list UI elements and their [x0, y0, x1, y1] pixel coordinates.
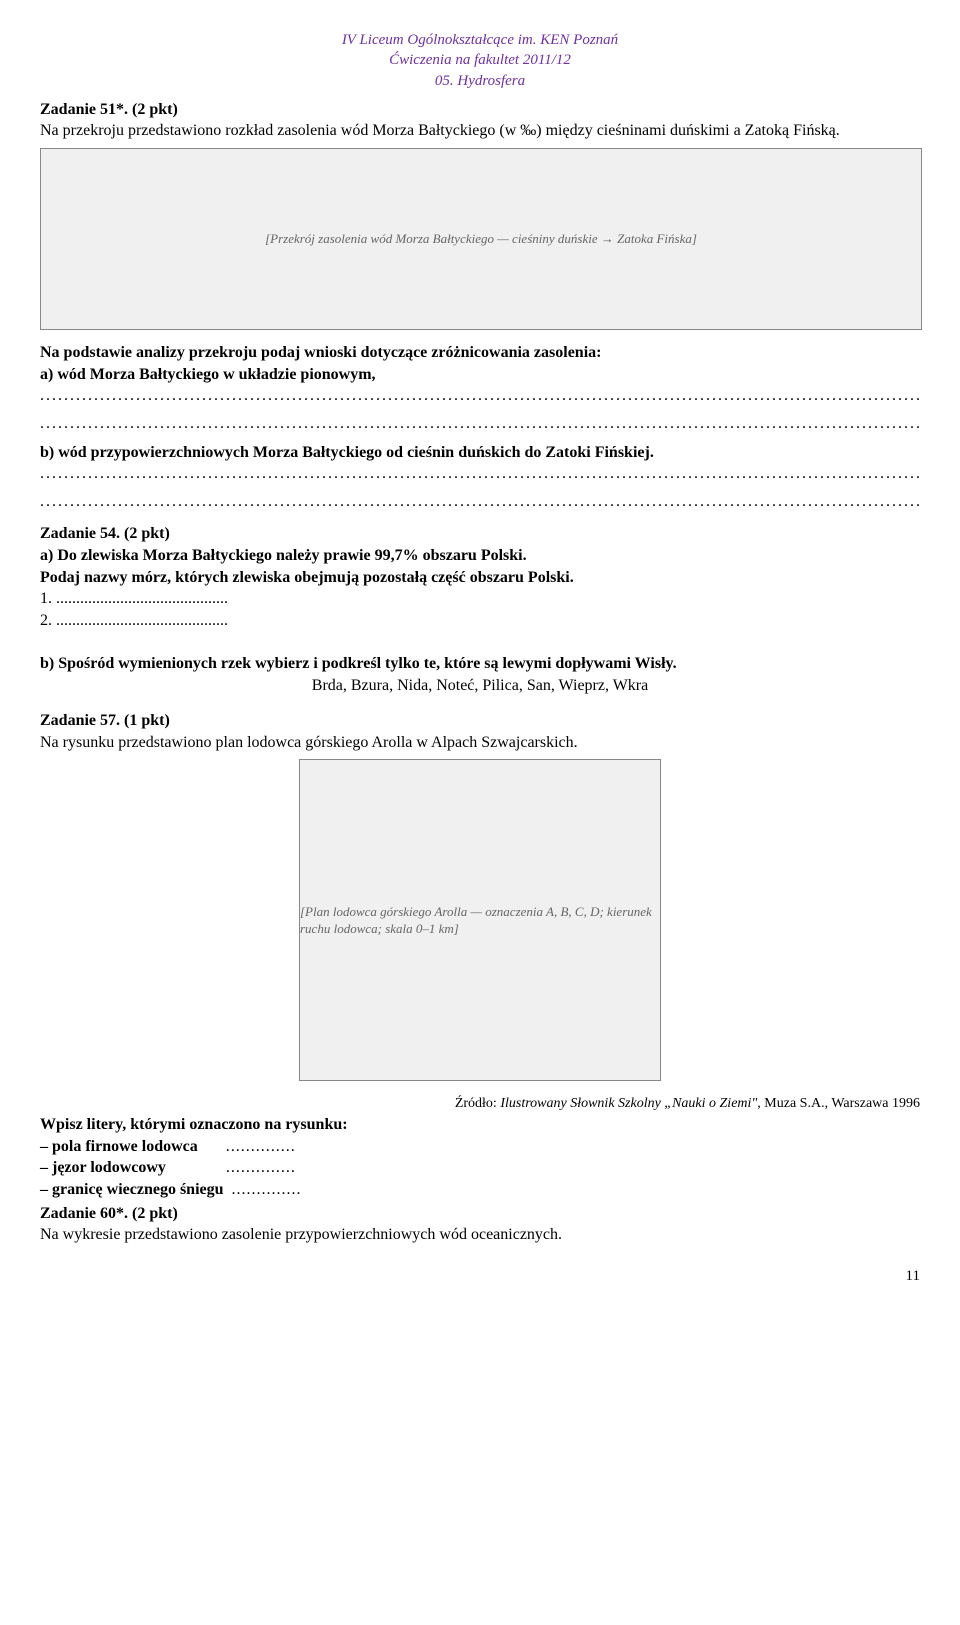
figure-baltic-crosssection: [Przekrój zasolenia wód Morza Bałtyckieg… [40, 148, 922, 330]
task-54-title: Zadanie 54. (2 pkt) [40, 525, 170, 542]
task-57-item-1: – pola firnowe lodowca .............. [40, 1136, 920, 1158]
answer-line[interactable] [40, 463, 920, 491]
answer-line[interactable] [40, 491, 920, 519]
task-51-intro: Na przekroju przedstawiono rozkład zasol… [40, 122, 840, 139]
figure-baltic-alt: [Przekrój zasolenia wód Morza Bałtyckieg… [265, 230, 697, 248]
header-line-3: 05. Hydrosfera [40, 71, 920, 91]
task-51-b: b) wód przypowierzchniowych Morza Bałtyc… [40, 442, 920, 464]
answer-blank[interactable]: .............. [232, 1181, 302, 1198]
task-57-item-2: – jęzor lodowcowy .............. [40, 1157, 920, 1179]
task-54-answer-2[interactable]: 2. .....................................… [40, 612, 228, 629]
header-line-1: IV Liceum Ogólnokształcące im. KEN Pozna… [40, 30, 920, 50]
answer-blank[interactable]: .............. [226, 1138, 296, 1155]
task-54-a2: Podaj nazwy mórz, których zlewiska obejm… [40, 569, 574, 586]
task-54: Zadanie 54. (2 pkt) a) Do zlewiska Morza… [40, 523, 920, 696]
task-60: Zadanie 60*. (2 pkt) Na wykresie przedst… [40, 1203, 920, 1246]
task-54-a: a) Do zlewiska Morza Bałtyckiego należy … [40, 547, 527, 564]
task-51: Zadanie 51*. (2 pkt) Na przekroju przeds… [40, 99, 920, 520]
header-line-2: Ćwiczenia na fakultet 2011/12 [40, 50, 920, 70]
task-57-source: Ilustrowany Słownik Szkolny „Nauki o Zie… [500, 1096, 757, 1111]
task-57: Zadanie 57. (1 pkt) Na rysunku przedstaw… [40, 710, 920, 1200]
task-51-title: Zadanie 51*. (2 pkt) [40, 101, 178, 118]
answer-line[interactable] [40, 413, 920, 441]
task-57-prompt: Wpisz litery, którymi oznaczono na rysun… [40, 1114, 920, 1136]
task-51-a: a) wód Morza Bałtyckiego w układzie pion… [40, 364, 920, 386]
task-57-source-tail: , Muza S.A., Warszawa 1996 [757, 1096, 920, 1111]
task-54-answer-1[interactable]: 1. .....................................… [40, 590, 228, 607]
figure-glacier-alt: [Plan lodowca górskiego Arolla — oznacze… [300, 903, 660, 938]
page-number: 11 [40, 1266, 920, 1286]
answer-blank[interactable]: .............. [226, 1159, 296, 1176]
task-60-title: Zadanie 60*. (2 pkt) [40, 1205, 178, 1222]
page-header: IV Liceum Ogólnokształcące im. KEN Pozna… [40, 30, 920, 91]
task-60-intro: Na wykresie przedstawiono zasolenie przy… [40, 1226, 562, 1243]
task-57-item-3: – granicę wiecznego śniegu .............… [40, 1179, 920, 1201]
task-54-b: b) Spośród wymienionych rzek wybierz i p… [40, 653, 920, 675]
answer-line[interactable] [40, 385, 920, 413]
figure-glacier-plan: [Plan lodowca górskiego Arolla — oznacze… [299, 759, 661, 1081]
task-54-rivers: Brda, Bzura, Nida, Noteć, Pilica, San, W… [40, 675, 920, 697]
task-57-title: Zadanie 57. (1 pkt) [40, 712, 170, 729]
task-57-intro: Na rysunku przedstawiono plan lodowca gó… [40, 734, 578, 751]
task-57-source-label: Źródło: [455, 1096, 501, 1111]
task-51-prompt: Na podstawie analizy przekroju podaj wni… [40, 342, 920, 364]
